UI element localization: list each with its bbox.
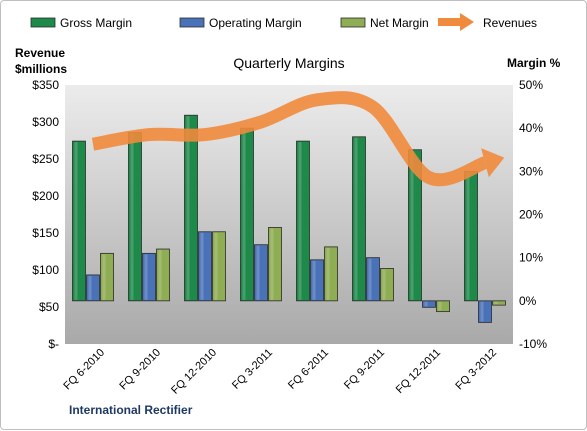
bar-gross-margin-2 (184, 114, 198, 302)
bar-highlight (186, 116, 190, 300)
bar-highlight (74, 142, 78, 300)
bar-highlight (102, 254, 106, 300)
bar-highlight (466, 172, 470, 300)
legend: Gross Margin Operating Margin Net Margin Re… (30, 13, 537, 31)
bar-highlight (382, 269, 386, 300)
right-tick-label: 50% (519, 78, 543, 92)
chart-title: Quarterly Margins (233, 55, 344, 71)
legend-swatch-gross-margin (30, 17, 56, 28)
bar-highlight (424, 301, 428, 307)
left-tick-label: $50 (39, 300, 59, 314)
left-tick-label: $350 (32, 78, 59, 92)
bar-net-margin-3 (268, 227, 282, 302)
x-tick-label: FQ 9-2010 (117, 347, 163, 393)
bar-net-margin-4 (324, 246, 338, 302)
legend-swatch-revenues (438, 18, 460, 26)
bar-operating-margin-4 (310, 259, 324, 302)
line-layer (91, 91, 505, 187)
x-tick-label: FQ 3-2011 (230, 347, 275, 392)
bar-highlight (480, 301, 484, 322)
bar-operating-margin-3 (254, 244, 268, 302)
bar-gross-margin-7 (464, 170, 478, 302)
bar-net-margin-7 (492, 300, 506, 306)
legend-label-gross-margin: Gross Margin (60, 16, 132, 30)
bar-highlight (130, 133, 134, 300)
revenues-arrowhead (481, 148, 505, 178)
left-tick-label: $200 (32, 189, 59, 203)
revenues-line (91, 91, 488, 187)
bar-operating-margin-2 (198, 231, 212, 302)
legend-swatch-net-margin (340, 17, 366, 28)
bar-operating-margin-0 (86, 274, 100, 302)
legend-swatch-revenues-arrow (460, 13, 474, 31)
bar-operating-margin-1 (142, 252, 156, 302)
bar-highlight (298, 142, 302, 300)
bar-gross-margin-5 (352, 136, 366, 302)
left-tick-label: $- (48, 337, 59, 351)
left-tick-label: $100 (32, 263, 59, 277)
x-tick-label: FQ 9-2011 (342, 347, 387, 392)
company-label: International Rectifier (69, 403, 193, 417)
x-tick-label: FQ 6-2010 (61, 347, 107, 393)
bar-highlight (158, 250, 162, 300)
bar-operating-margin-5 (366, 257, 380, 302)
bar-gross-margin-0 (72, 140, 86, 302)
bar-operating-margin-6 (422, 300, 436, 308)
bar-highlight (326, 247, 330, 300)
right-tick-label: 0% (519, 294, 537, 308)
left-axis-title-line2: $millions (15, 62, 67, 76)
legend-label-operating-margin: Operating Margin (209, 16, 302, 30)
bar-gross-margin-6 (408, 149, 422, 302)
bar-highlight (144, 254, 148, 300)
x-tick-label: FQ 3-2012 (453, 347, 499, 393)
bar-highlight (354, 137, 358, 300)
left-tick-label: $300 (32, 115, 59, 129)
right-tick-label: 30% (519, 164, 543, 178)
right-axis-ticks: -10% 0% 10% 20% 30% 40% 50% (519, 78, 547, 351)
legend-label-net-margin: Net Margin (370, 16, 429, 30)
right-tick-label: 40% (519, 121, 543, 135)
bar-gross-margin-3 (240, 127, 254, 302)
legend-swatch-operating-margin (179, 17, 205, 28)
bar-highlight (214, 232, 218, 300)
bar-net-margin-0 (100, 252, 114, 302)
bar-operating-margin-7 (478, 300, 492, 323)
bar-highlight (88, 275, 92, 300)
right-tick-label: 20% (519, 208, 543, 222)
bar-highlight (256, 245, 260, 300)
left-tick-label: $250 (32, 152, 59, 166)
bar-highlight (312, 260, 316, 300)
bar-highlight (410, 150, 414, 300)
bar-highlight (368, 258, 372, 300)
bar-net-margin-5 (380, 268, 394, 302)
bar-gross-margin-1 (128, 132, 142, 302)
right-tick-label: -10% (519, 337, 547, 351)
bar-highlight (438, 301, 442, 311)
x-axis-ticks: FQ 6-2010 FQ 9-2010 FQ 12-2010 FQ 3-2011 FQ … (61, 347, 499, 397)
left-axis-ticks: $- $50 $100 $150 $200 $250 $300 $350 (32, 78, 59, 351)
bar-net-margin-1 (156, 248, 170, 302)
bar-highlight (200, 232, 204, 300)
bar-net-margin-2 (212, 231, 226, 302)
left-axis-title-line1: Revenue (15, 46, 65, 60)
right-tick-label: 10% (519, 251, 543, 265)
bar-net-margin-6 (436, 300, 450, 313)
legend-label-revenues: Revenues (483, 16, 537, 30)
bar-highlight (270, 228, 274, 300)
x-tick-label: FQ 6-2011 (286, 347, 331, 392)
x-tick-label: FQ 12-2010 (169, 347, 219, 397)
left-tick-label: $150 (32, 226, 59, 240)
bar-gross-margin-4 (296, 140, 310, 302)
x-tick-label: FQ 12-2011 (394, 347, 443, 396)
right-axis-title: Margin % (507, 56, 561, 70)
bar-highlight (242, 129, 246, 300)
bars-layer (72, 114, 506, 323)
bar-highlight (494, 301, 498, 305)
